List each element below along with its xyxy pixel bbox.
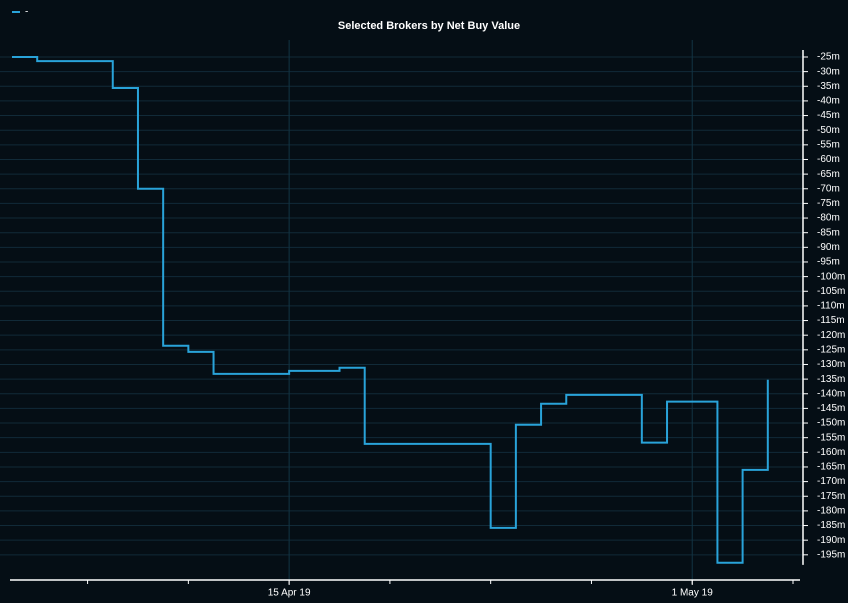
y-tick-label: -125m xyxy=(817,344,845,355)
chart-title: Selected Brokers by Net Buy Value xyxy=(338,20,520,32)
y-tick-label: -190m xyxy=(817,535,845,546)
y-tick-label: -70m xyxy=(817,183,840,194)
y-tick-label: -120m xyxy=(817,330,845,341)
series-line xyxy=(12,55,769,564)
y-tick-label: -65m xyxy=(817,169,840,180)
y-tick-label: -160m xyxy=(817,447,845,458)
y-tick-label: -170m xyxy=(817,476,845,487)
y-tick-label: -25m xyxy=(817,52,840,63)
y-tick-label: -175m xyxy=(817,491,845,502)
y-tick-label: -75m xyxy=(817,198,840,209)
y-tick-label: -185m xyxy=(817,520,845,531)
y-tick-label: -155m xyxy=(817,432,845,443)
y-tick-label: -130m xyxy=(817,359,845,370)
legend-label: - xyxy=(25,7,28,18)
y-tick-label: -180m xyxy=(817,506,845,517)
y-tick-label: -80m xyxy=(817,213,840,224)
y-tick-label: -90m xyxy=(817,242,840,253)
y-tick-label: -115m xyxy=(817,315,845,326)
y-tick-label: -195m xyxy=(817,549,845,560)
y-tick-label: -100m xyxy=(817,271,845,282)
y-tick-label: -165m xyxy=(817,462,845,473)
y-tick-label: -55m xyxy=(817,139,840,150)
y-tick-label: -45m xyxy=(817,110,840,121)
y-tick-label: -35m xyxy=(817,81,840,92)
y-tick-label: -60m xyxy=(817,154,840,165)
y-tick-label: -105m xyxy=(817,286,845,297)
y-tick-label: -150m xyxy=(817,418,845,429)
y-tick-label: -50m xyxy=(817,125,840,136)
x-tick-label: 15 Apr 19 xyxy=(268,588,311,599)
y-tick-label: -95m xyxy=(817,257,840,268)
y-tick-label: -30m xyxy=(817,66,840,77)
y-tick-label: -140m xyxy=(817,388,845,399)
y-tick-label: -40m xyxy=(817,96,840,107)
y-tick-label: -85m xyxy=(817,227,840,238)
y-tick-label: -145m xyxy=(817,403,845,414)
x-tick-label: 1 May 19 xyxy=(672,588,714,599)
y-tick-label: -110m xyxy=(817,301,845,312)
y-tick-label: -135m xyxy=(817,374,845,385)
